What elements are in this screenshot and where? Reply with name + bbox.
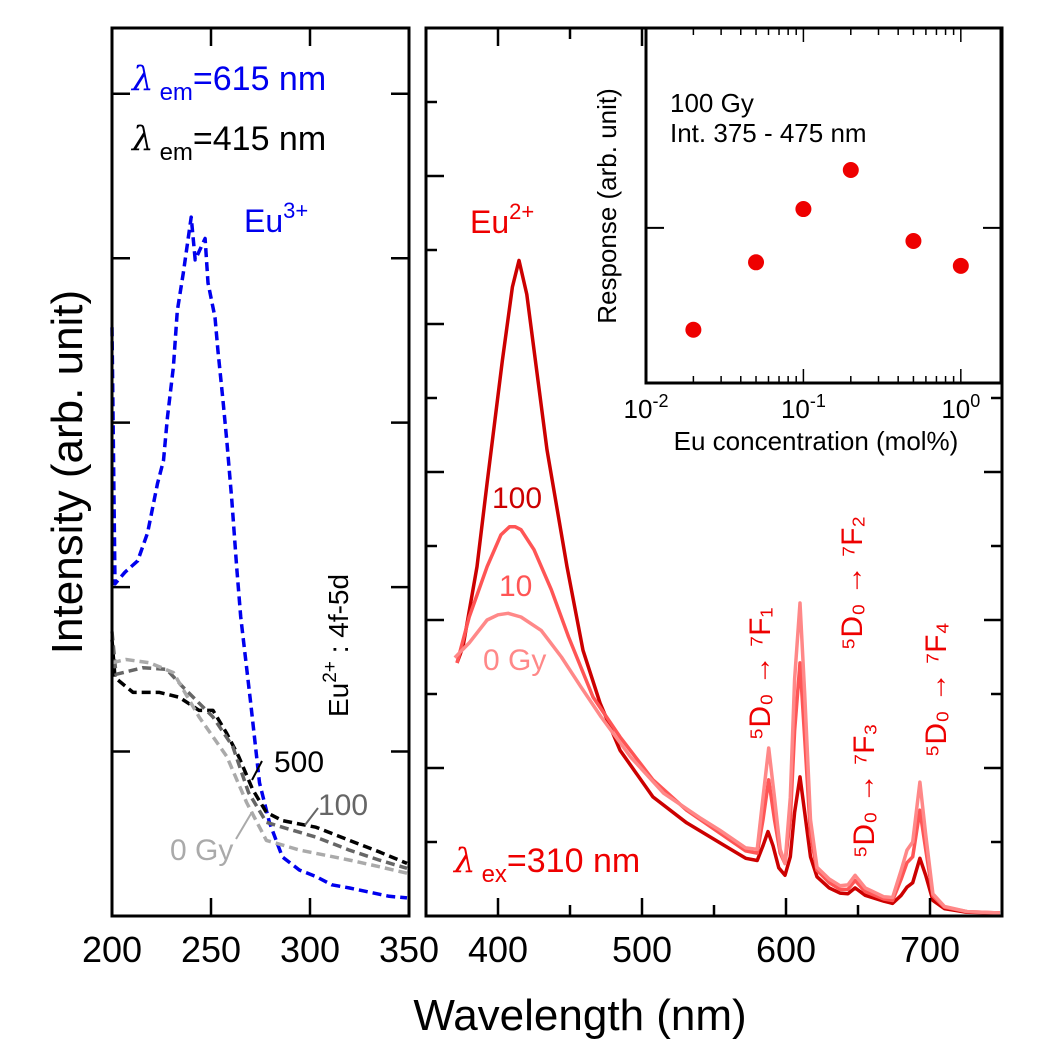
series-0-gy [453,601,1001,915]
inset-annotation-dose: 100 Gy [670,88,754,118]
x-tick-label: 250 [181,929,241,970]
inset-data-point [842,162,859,178]
inset-background [646,28,1001,383]
annotation-5d0-7f4: ⁵D₀ → ⁷F₄ [920,622,953,757]
series-0-gy-em-415-nm- [111,657,408,875]
left-curves [110,215,408,900]
leader-line-100 [304,807,319,826]
x-tick-label: 400 [468,929,528,970]
series-eu3-excitation-em-615-nm- [110,215,408,900]
inset-data-point [685,321,702,338]
x-tick-label: 350 [379,929,439,970]
leader-line-500 [251,760,263,781]
annotation-5d0-7f1: ⁵D₀ → ⁷F₁ [744,607,777,740]
inset-points [685,162,969,338]
left-panel: 200 250 300 350 λ em=615 nm λ em=415 nm Eu3+ … [43,26,439,970]
annotation-5d0-7f3: ⁵D₀ → ⁷F₃ [848,723,881,858]
y-axis-title: Intensity (arb. unit) [43,290,92,654]
annotation-5d0-7f2: ⁵D₀ → ⁷F₂ [836,516,869,650]
label-500gy: 500 [274,746,324,779]
series-100-gy-em-415-nm- [110,631,408,870]
inset-y-axis-title: Response (arb. unit) [592,88,622,324]
annotation-eu2plus-4f-5d: Eu2+ : 4f-5d [320,574,354,717]
inset-plot-frame [644,26,1003,385]
left-ticks [112,28,409,916]
inset-panel: 10-2 10-1 100 100 Gy Int. 375 - 475 nm Eu … [592,26,1003,456]
x-axis-title: Wavelength (nm) [413,991,746,1040]
label-100gy-right: 100 [492,482,542,515]
series-100-gy [455,258,1001,915]
annotation-eu2plus: Eu2+ [470,199,534,240]
left-plot-frame [110,26,411,918]
x-tick-label: 600 [756,929,816,970]
inset-x-tick-label: 100 [941,391,980,424]
series-500-gy-em-415-nm- [110,639,408,866]
right-curves [453,258,1001,915]
label-0gy-left: 0 Gy [170,834,233,867]
left-x-tick-labels: 200 250 300 350 [82,929,439,970]
inset-x-tick-label: 10-1 [781,391,826,424]
annotation-lambda-ex-310: λ ex=310 nm [452,841,640,888]
label-100gy: 100 [318,789,368,822]
inset-x-tick-labels: 10-2 10-1 100 [624,391,981,424]
inset-ticks [646,28,1001,383]
x-tick-label: 300 [280,929,340,970]
inset-data-point [795,201,812,218]
inset-data-point [952,257,969,274]
annotation-eu3plus: Eu3+ [244,198,308,239]
inset-x-axis-title: Eu concentration (mol%) [674,426,959,456]
annotation-lambda-em-615: λ em=615 nm [130,59,326,106]
label-0gy-right: 0 Gy [483,644,546,677]
x-tick-label: 700 [900,929,960,970]
inset-data-point [748,254,765,271]
label-10gy: 10 [499,570,532,603]
annotation-lambda-em-415: λ em=415 nm [130,119,326,166]
x-tick-label: 500 [612,929,672,970]
x-tick-label: 200 [82,929,142,970]
leader-line-0gy [235,811,253,840]
inset-x-tick-label: 10-2 [624,391,669,424]
inset-data-point [905,233,922,249]
right-panel: 400 500 600 700 Eu2+ 100 10 0 Gy λ ex=310 nm… [413,26,1004,1040]
inset-annotation-integration: Int. 375 - 475 nm [670,118,867,148]
right-x-tick-labels: 400 500 600 700 [468,929,960,970]
